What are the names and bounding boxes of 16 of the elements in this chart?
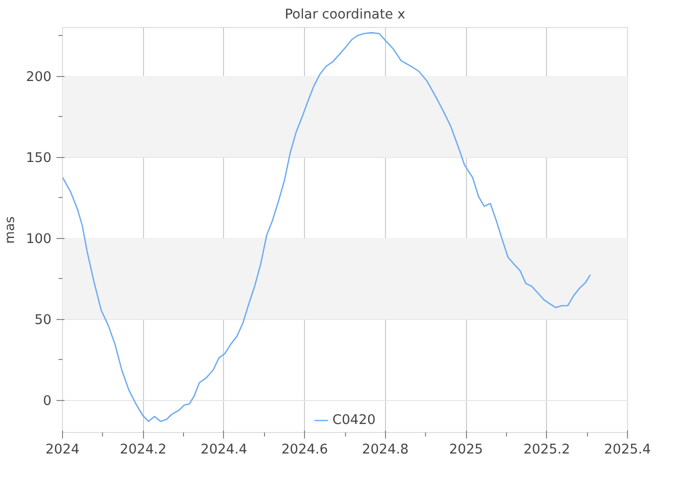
y-tick-label: 100 — [26, 232, 52, 248]
y-tick-label: 150 — [26, 151, 52, 166]
x-tick-label: 2024.8 — [362, 442, 409, 458]
x-tick-label: 2024.4 — [200, 442, 248, 458]
x-tick-label: 2024 — [46, 442, 80, 458]
x-tick-label: 2025.2 — [523, 442, 570, 458]
x-tick-label: 2025.4 — [604, 442, 651, 458]
y-tick-label: 200 — [26, 70, 52, 86]
y-tick-label: 50 — [34, 313, 52, 328]
chart-title: Polar coordinate x — [284, 8, 406, 22]
x-tick-label: 2024.6 — [281, 442, 328, 458]
x-tick-label: 2024.2 — [120, 442, 167, 458]
legend-label: C0420 — [332, 412, 376, 428]
x-tick-label: 2025 — [449, 442, 484, 458]
y-tick-label: 0 — [43, 394, 52, 410]
y-axis-title: mas — [3, 216, 18, 244]
